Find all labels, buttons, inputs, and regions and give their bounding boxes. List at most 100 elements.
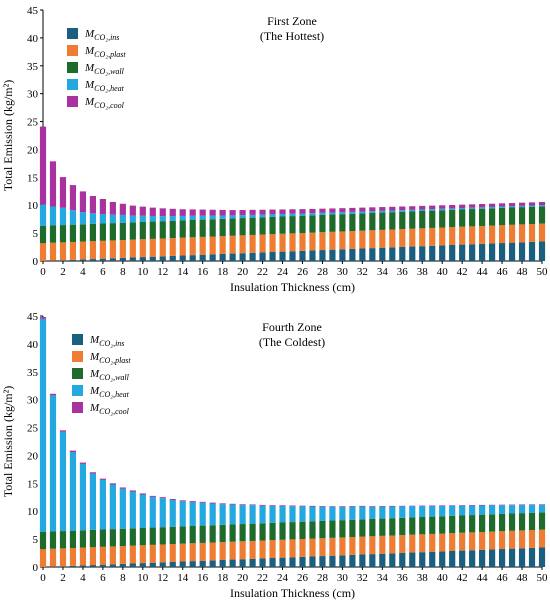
bar-segment-cool xyxy=(139,206,146,216)
bar-segment-ins xyxy=(139,563,146,567)
bar-segment-plast xyxy=(289,539,296,558)
bar-segment-cool xyxy=(479,204,486,208)
bar-segment-plast xyxy=(329,231,336,250)
bar-segment-ins xyxy=(399,246,406,261)
bar-segment-heat xyxy=(399,506,406,518)
bar-segment-heat xyxy=(209,503,216,526)
bar-segment-plast xyxy=(139,545,146,564)
bar-segment-cool xyxy=(169,499,176,501)
bar-segment-cool xyxy=(109,201,116,215)
bar-segment-heat xyxy=(389,210,396,213)
bar-segment-wall xyxy=(469,209,476,227)
bar-segment-wall xyxy=(518,513,526,531)
bar-segment-plast xyxy=(399,229,406,247)
bar-segment-wall xyxy=(159,221,166,239)
bar-segment-cool xyxy=(339,506,346,507)
bar-segment-wall xyxy=(49,531,57,549)
bar-segment-cool xyxy=(299,209,306,214)
legend-subscript: CO₂,wall xyxy=(99,373,129,382)
bar-segment-heat xyxy=(508,505,516,514)
bar-segment-cool xyxy=(528,202,536,206)
bar-segment-plast xyxy=(189,543,196,562)
bar-segment-cool xyxy=(419,205,426,210)
bar-segment-plast xyxy=(379,229,386,248)
bar-segment-heat xyxy=(69,452,77,531)
bar-segment-plast xyxy=(429,533,436,552)
y-tick-label: 10 xyxy=(27,200,39,212)
bar-segment-wall xyxy=(219,524,226,543)
bar-segment-heat xyxy=(349,506,356,520)
bar-segment-ins xyxy=(319,556,326,567)
x-tick-label: 18 xyxy=(217,266,229,278)
bar-segment-heat xyxy=(49,395,57,532)
bar-segment-heat xyxy=(269,505,276,523)
bar-segment-cool xyxy=(528,504,536,505)
bar-segment-ins xyxy=(329,555,336,567)
bar-segment-ins xyxy=(269,252,276,261)
bar-segment-plast xyxy=(199,542,206,561)
bar-segment-plast xyxy=(209,236,216,255)
bar-segment-heat xyxy=(538,205,546,207)
bar-segment-plast xyxy=(269,234,276,253)
bar-segment-wall xyxy=(219,218,226,237)
bar-segment-plast xyxy=(289,233,296,252)
bar-segment-ins xyxy=(99,564,106,567)
bar-segment-wall xyxy=(489,514,496,532)
bar-segment-heat xyxy=(409,209,416,212)
bar-segment-ins xyxy=(169,561,176,567)
bar-segment-wall xyxy=(129,222,136,240)
bar-segment-heat xyxy=(538,504,546,513)
bar-segment-wall xyxy=(249,217,256,235)
bar-segment-ins xyxy=(109,258,116,261)
bar-segment-ins xyxy=(459,550,466,567)
bar-segment-cool xyxy=(239,504,246,506)
bar-segment-cool xyxy=(359,207,366,212)
bar-segment-wall xyxy=(99,529,106,547)
bar-segment-plast xyxy=(309,232,316,251)
bar-segment-wall xyxy=(449,515,456,534)
y-axis-label: Total Emission (kg/m²) xyxy=(1,80,15,191)
legend-label-plast: MCO₂,plast xyxy=(84,45,126,59)
bar-segment-ins xyxy=(59,260,67,261)
x-tick-label: 32 xyxy=(357,266,368,278)
x-tick-label: 16 xyxy=(197,266,209,278)
bar-segment-ins xyxy=(229,559,236,567)
bar-segment-plast xyxy=(229,235,236,254)
bar-segment-wall xyxy=(249,523,256,541)
bar-segment-cool xyxy=(219,209,226,216)
x-tick-label: 30 xyxy=(337,572,349,584)
bar-segment-cool xyxy=(329,506,336,507)
bar-segment-plast xyxy=(518,530,526,549)
legend-swatch-wall xyxy=(72,368,83,379)
bar-segment-cool xyxy=(79,462,87,464)
bar-segment-cool xyxy=(538,201,546,206)
y-tick-label: 0 xyxy=(33,256,39,268)
bar-segment-plast xyxy=(109,546,116,565)
x-tick-label: 46 xyxy=(497,572,509,584)
bar-segment-cool xyxy=(139,493,146,495)
bar-segment-plast xyxy=(439,533,446,552)
x-tick-label: 50 xyxy=(537,266,549,278)
bar-segment-wall xyxy=(99,223,106,241)
bar-segment-plast xyxy=(239,235,246,254)
bar-segment-cool xyxy=(379,207,386,211)
bar-segment-wall xyxy=(409,211,416,229)
x-tick-label: 34 xyxy=(377,572,389,584)
bar-segment-cool xyxy=(259,504,266,506)
bar-segment-cool xyxy=(279,505,286,507)
bar-segment-plast xyxy=(469,226,476,245)
bar-segment-heat xyxy=(369,211,376,213)
bar-segment-plast xyxy=(299,233,306,251)
bar-segment-ins xyxy=(69,259,77,261)
bar-segment-ins xyxy=(518,242,526,261)
x-tick-label: 48 xyxy=(517,572,529,584)
bar-segment-ins xyxy=(289,557,296,567)
bar-segment-wall xyxy=(159,527,166,545)
bar-segment-plast xyxy=(89,241,96,260)
bar-segment-plast xyxy=(149,238,156,257)
bar-segment-wall xyxy=(169,526,176,545)
bar-segment-plast xyxy=(518,224,526,243)
bar-segment-wall xyxy=(79,224,87,242)
bar-segment-heat xyxy=(319,212,326,215)
bar-segment-heat xyxy=(429,506,436,517)
